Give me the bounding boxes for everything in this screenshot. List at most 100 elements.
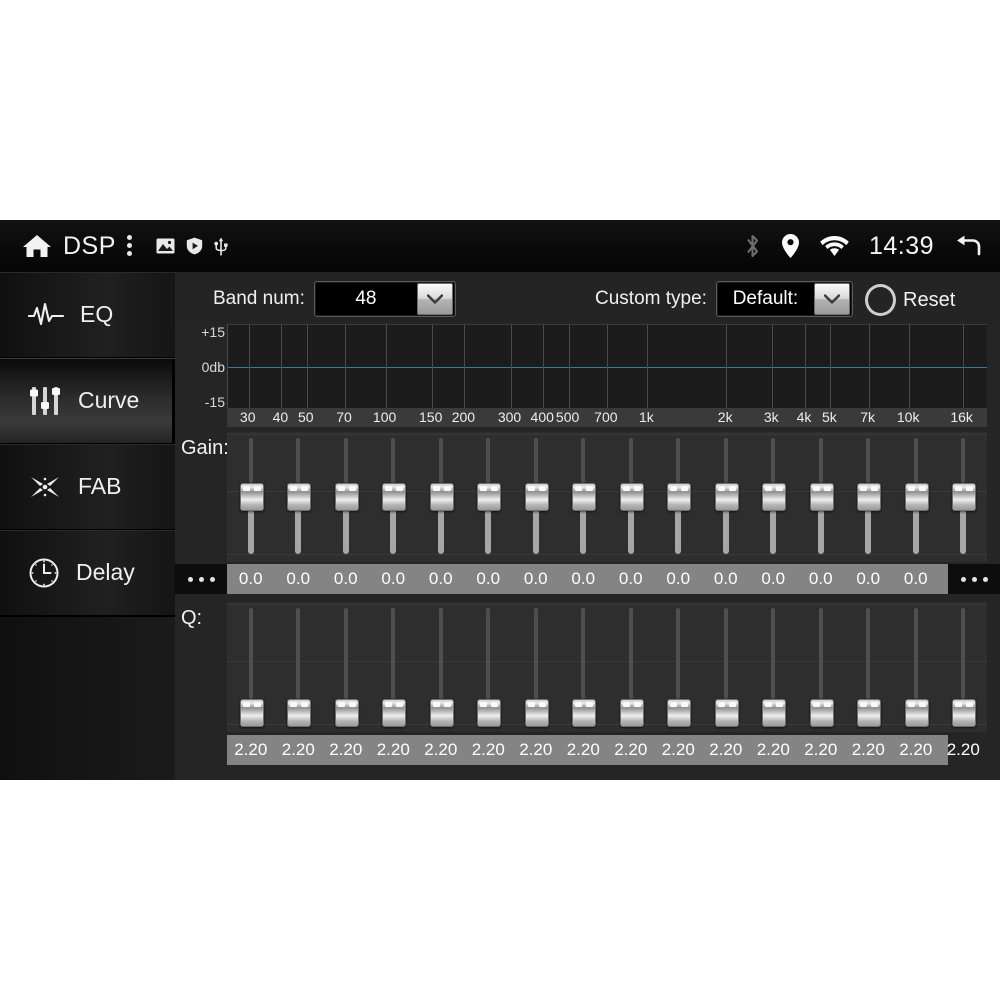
chart-plot-area[interactable] bbox=[227, 324, 987, 409]
slider-thumb[interactable] bbox=[287, 699, 312, 728]
slider-thumb[interactable] bbox=[524, 699, 549, 728]
slider-track-upper bbox=[343, 608, 348, 700]
usb-icon[interactable] bbox=[214, 237, 228, 256]
location-pin-icon[interactable] bbox=[781, 233, 800, 259]
q-slider[interactable] bbox=[899, 602, 933, 732]
gain-slider[interactable] bbox=[614, 432, 648, 562]
chevron-down-icon[interactable] bbox=[416, 283, 453, 315]
q-slider[interactable] bbox=[614, 602, 648, 732]
slider-thumb[interactable] bbox=[334, 699, 359, 728]
slider-thumb[interactable] bbox=[809, 483, 834, 511]
slider-thumb[interactable] bbox=[572, 483, 597, 511]
chart-gridline bbox=[464, 325, 466, 409]
gain-slider[interactable] bbox=[376, 432, 410, 562]
slider-thumb[interactable] bbox=[619, 699, 644, 728]
sidebar-item-fab[interactable]: FAB bbox=[0, 444, 175, 530]
gain-slider[interactable] bbox=[424, 432, 458, 562]
gain-slider[interactable] bbox=[234, 432, 268, 562]
slider-track-lower bbox=[342, 509, 349, 554]
q-slider-band[interactable] bbox=[227, 602, 987, 732]
wifi-icon[interactable] bbox=[820, 235, 849, 257]
slider-thumb[interactable] bbox=[477, 483, 502, 511]
chevron-down-icon[interactable] bbox=[813, 283, 850, 315]
slider-thumb[interactable] bbox=[239, 483, 264, 511]
q-slider[interactable] bbox=[519, 602, 553, 732]
q-slider[interactable] bbox=[424, 602, 458, 732]
q-slider[interactable] bbox=[566, 602, 600, 732]
q-slider[interactable] bbox=[661, 602, 695, 732]
slider-thumb[interactable] bbox=[714, 483, 739, 511]
q-slider[interactable] bbox=[851, 602, 885, 732]
gain-slider[interactable] bbox=[661, 432, 695, 562]
q-slider[interactable] bbox=[709, 602, 743, 732]
slider-track-upper bbox=[343, 438, 348, 483]
q-slider[interactable] bbox=[329, 602, 363, 732]
sidebar-item-eq[interactable]: EQ bbox=[0, 272, 175, 358]
gain-scroll-prev-button[interactable] bbox=[175, 564, 227, 594]
gain-slider[interactable] bbox=[566, 432, 600, 562]
gain-scroll-next-button[interactable] bbox=[948, 564, 1000, 594]
sidebar-item-curve[interactable]: Curve bbox=[0, 358, 175, 444]
home-icon[interactable] bbox=[22, 232, 52, 260]
slider-thumb[interactable] bbox=[857, 483, 882, 511]
bluetooth-icon[interactable] bbox=[744, 233, 761, 259]
q-slider[interactable] bbox=[471, 602, 505, 732]
clock-icon bbox=[28, 557, 60, 589]
slider-thumb[interactable] bbox=[714, 699, 739, 728]
slider-thumb[interactable] bbox=[382, 699, 407, 728]
slider-thumb[interactable] bbox=[382, 483, 407, 511]
slider-thumb[interactable] bbox=[619, 483, 644, 511]
sidebar-item-label: Curve bbox=[78, 387, 140, 413]
slider-track-upper bbox=[438, 608, 443, 700]
chart-gridline bbox=[606, 325, 608, 409]
q-slider[interactable] bbox=[281, 602, 315, 732]
gain-slider[interactable] bbox=[329, 432, 363, 562]
slider-thumb[interactable] bbox=[477, 699, 502, 728]
slider-thumb[interactable] bbox=[429, 483, 454, 511]
q-value: 2.20 bbox=[329, 740, 363, 759]
q-slider[interactable] bbox=[946, 602, 980, 732]
slider-thumb[interactable] bbox=[952, 483, 977, 511]
gain-slider[interactable] bbox=[281, 432, 315, 562]
q-slider[interactable] bbox=[376, 602, 410, 732]
gain-slider-band[interactable] bbox=[227, 432, 987, 562]
band-num-dropdown[interactable]: 48 bbox=[313, 281, 456, 317]
slider-thumb[interactable] bbox=[809, 699, 834, 728]
slider-thumb[interactable] bbox=[429, 699, 454, 728]
q-slider[interactable] bbox=[804, 602, 838, 732]
slider-thumb[interactable] bbox=[904, 483, 929, 511]
q-slider[interactable] bbox=[234, 602, 268, 732]
gain-slider[interactable] bbox=[756, 432, 790, 562]
slider-thumb[interactable] bbox=[904, 699, 929, 728]
slider-track-lower bbox=[247, 509, 254, 554]
back-arrow-icon[interactable] bbox=[954, 234, 982, 258]
sidebar-item-delay[interactable]: Delay bbox=[0, 530, 175, 616]
three-dot-menu-icon[interactable] bbox=[126, 233, 133, 259]
slider-thumb[interactable] bbox=[762, 483, 787, 511]
chart-gridline bbox=[385, 325, 387, 409]
gain-slider[interactable] bbox=[519, 432, 553, 562]
q-value: 2.20 bbox=[519, 740, 553, 759]
gain-slider[interactable] bbox=[946, 432, 980, 562]
image-icon[interactable] bbox=[156, 238, 175, 254]
reset-button[interactable]: Reset bbox=[865, 284, 955, 316]
slider-thumb[interactable] bbox=[524, 483, 549, 511]
shield-icon[interactable] bbox=[186, 237, 203, 255]
slider-thumb[interactable] bbox=[667, 483, 692, 511]
slider-thumb[interactable] bbox=[667, 699, 692, 728]
gain-slider[interactable] bbox=[804, 432, 838, 562]
slider-thumb[interactable] bbox=[287, 483, 312, 511]
custom-type-dropdown[interactable]: Default: bbox=[715, 281, 853, 317]
q-slider[interactable] bbox=[756, 602, 790, 732]
slider-thumb[interactable] bbox=[239, 699, 264, 728]
slider-thumb[interactable] bbox=[762, 699, 787, 728]
gain-slider[interactable] bbox=[709, 432, 743, 562]
slider-thumb[interactable] bbox=[857, 699, 882, 728]
slider-thumb[interactable] bbox=[334, 483, 359, 511]
eq-curve-chart[interactable]: +15 0db -15 30 40 50 70 100 150 200 300 400 500 70… bbox=[189, 324, 987, 427]
gain-slider[interactable] bbox=[899, 432, 933, 562]
slider-thumb[interactable] bbox=[952, 699, 977, 728]
gain-slider[interactable] bbox=[471, 432, 505, 562]
gain-slider[interactable] bbox=[851, 432, 885, 562]
slider-thumb[interactable] bbox=[572, 699, 597, 728]
